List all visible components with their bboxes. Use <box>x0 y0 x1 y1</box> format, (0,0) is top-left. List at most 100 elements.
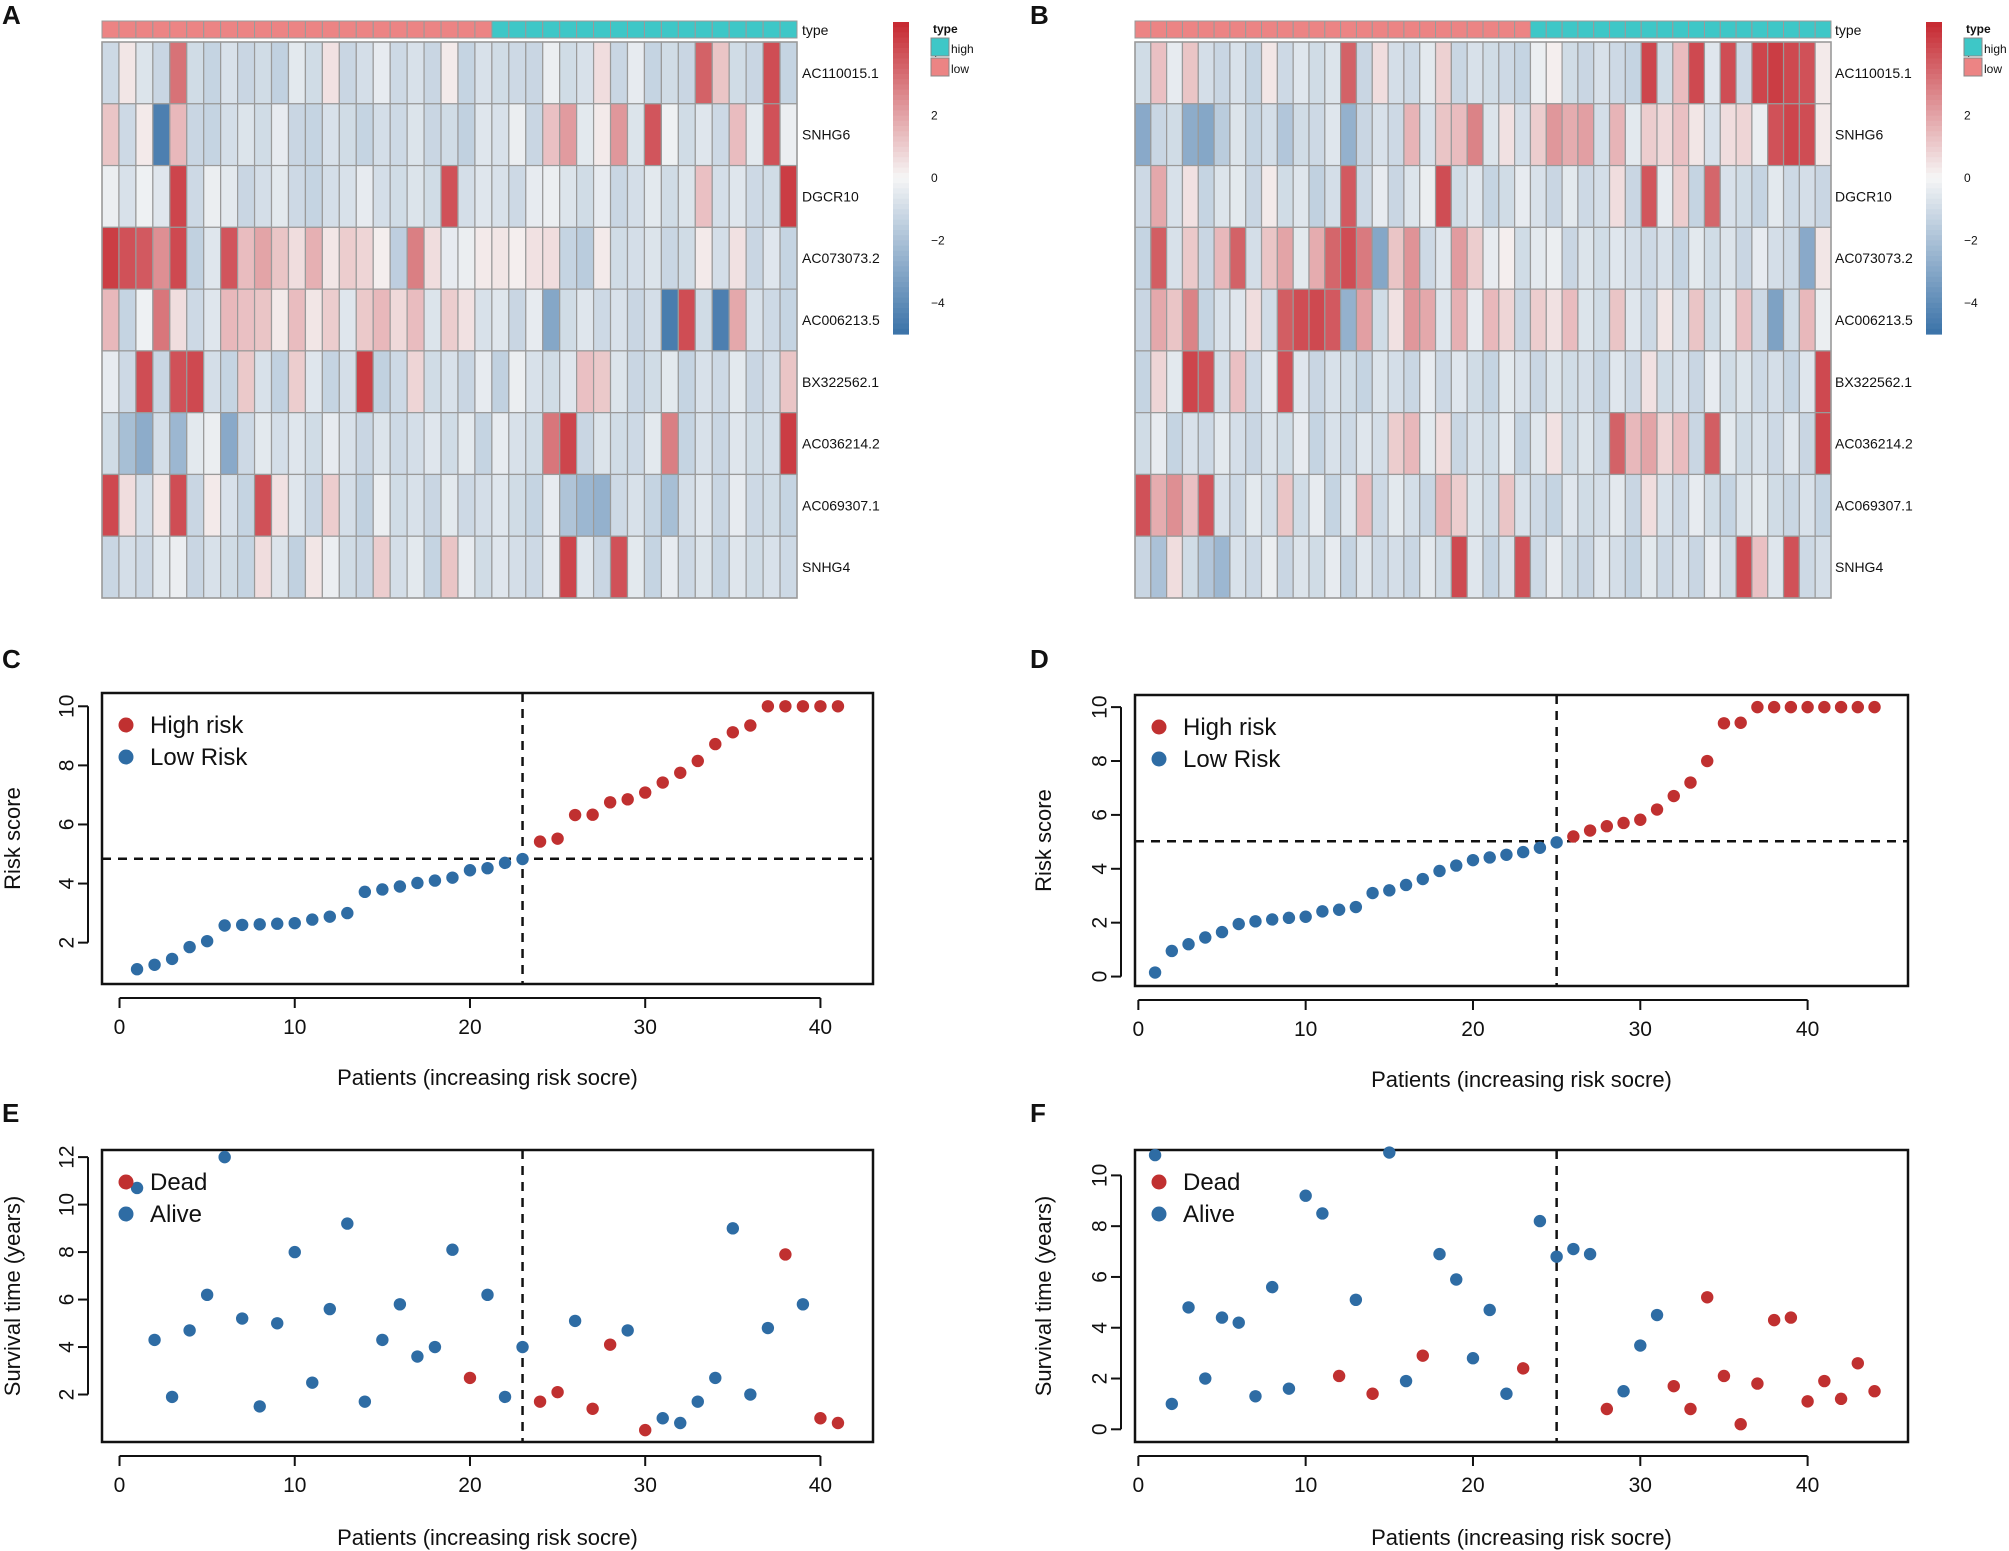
type-legend-label-low: low <box>951 62 969 76</box>
heatmap-cell <box>1387 226 1405 290</box>
type-annotation-label: type <box>802 22 829 38</box>
high-risk-point <box>691 754 704 768</box>
heatmap-cell <box>423 164 442 228</box>
heatmap-cell <box>1181 412 1199 476</box>
heatmap-cell <box>660 473 679 537</box>
colorbar-segment <box>1926 178 1942 184</box>
colorbar-segment <box>893 240 909 247</box>
heatmap-cell <box>762 288 781 352</box>
heatmap-cell <box>1166 412 1184 476</box>
heatmap-cell <box>406 535 425 599</box>
type-annotation-cell <box>203 20 222 39</box>
high-risk-point <box>656 776 669 789</box>
heatmap-cell <box>643 288 662 352</box>
colorbar-segment <box>893 245 909 252</box>
heatmap-cell <box>1450 535 1468 599</box>
heatmap-cell <box>1735 288 1753 352</box>
heatmap-cell <box>1577 350 1595 414</box>
heatmap-cell <box>1735 473 1753 537</box>
low-risk-point <box>130 963 144 976</box>
colorbar-segment <box>893 250 909 257</box>
high-risk-point <box>1717 717 1731 730</box>
heatmap-cell <box>1798 226 1816 290</box>
alive-point <box>235 1312 249 1325</box>
heatmap-cell <box>1577 41 1595 105</box>
legend-marker-low-risk <box>1151 751 1167 767</box>
heatmap-cell <box>1134 288 1152 352</box>
heatmap-cell <box>1340 288 1358 352</box>
heatmap-cell <box>1181 41 1199 105</box>
type-legend-label-low: low <box>1984 62 2002 76</box>
low-risk-point <box>1299 910 1312 923</box>
heatmap-cell <box>1450 350 1468 414</box>
type-annotation-cell <box>1197 20 1215 39</box>
x-tick-label: 10 <box>1294 1018 1317 1041</box>
heatmap-cell <box>1419 41 1437 105</box>
heatmap-cell <box>1292 164 1310 228</box>
heatmap-cell <box>169 164 188 228</box>
heatmap-cell <box>1514 288 1532 352</box>
low-risk-point <box>218 919 231 932</box>
colorbar-segment <box>893 198 909 205</box>
heatmap-cell <box>1703 164 1721 228</box>
heatmap-cell <box>1814 473 1832 537</box>
colorbar-segment <box>893 100 909 106</box>
high-risk-point <box>1684 776 1697 789</box>
high-risk-point <box>621 793 634 806</box>
heatmap-cell <box>677 535 696 599</box>
heatmap-cell <box>1260 412 1278 476</box>
heatmap-cell <box>711 288 730 352</box>
heatmap-cell <box>1672 103 1690 167</box>
colorbar-segment <box>893 172 909 179</box>
heatmap-cell <box>694 535 713 599</box>
low-risk-point <box>1199 931 1212 944</box>
type-legend-swatch-low <box>1963 57 1983 77</box>
heatmap-cell <box>1387 164 1405 228</box>
heatmap-cell <box>1529 350 1547 414</box>
high-risk-point <box>1767 700 1781 714</box>
survival-plot-e: 0 10 20 30 40 2 4 6 8 10 12 Patients (increasing ri… <box>0 1145 875 1550</box>
heatmap-cell <box>304 103 323 167</box>
colorbar-segment <box>893 84 909 91</box>
heatmap-cell <box>1782 535 1800 599</box>
alive-point <box>1500 1387 1513 1400</box>
heatmap-cell <box>1387 412 1405 476</box>
colorbar-segment <box>893 32 909 39</box>
gene-label: BX322562.1 <box>1835 374 1912 390</box>
heatmap-cell <box>1561 103 1579 167</box>
heatmap-cell <box>118 288 137 352</box>
colorbar-segment <box>893 323 909 330</box>
heatmap-cell <box>1482 103 1500 167</box>
heatmap-cell <box>626 288 646 352</box>
heatmap-cell <box>643 103 662 167</box>
heatmap-cell <box>474 535 493 599</box>
heatmap-cell <box>1292 412 1310 476</box>
heatmap-cell <box>1355 288 1373 352</box>
heatmap-cell <box>1245 350 1263 414</box>
alive-point <box>1450 1273 1463 1286</box>
heatmap-cell <box>1656 103 1674 167</box>
type-annotation-cell <box>389 20 408 39</box>
heatmap-cell <box>220 535 239 599</box>
low-risk-point <box>1249 915 1262 928</box>
colorbar-segment <box>893 282 909 288</box>
type-annotation-cell <box>1387 20 1405 39</box>
colorbar-segment <box>1926 219 1942 226</box>
type-annotation-cell <box>372 20 391 39</box>
type-annotation-cell <box>1783 20 1800 39</box>
heatmap-cell <box>1355 226 1373 290</box>
type-annotation-cell <box>152 20 171 39</box>
heatmap-cell <box>237 164 256 228</box>
y-tick-label: 10 <box>1089 1164 1112 1187</box>
heatmap-cell <box>1498 535 1516 599</box>
heatmap-cell <box>1798 473 1816 537</box>
colorbar-segment <box>893 224 909 231</box>
heatmap-cell <box>694 103 713 167</box>
heatmap-cell <box>525 412 544 476</box>
type-annotation-cell <box>287 20 306 39</box>
colorbar-segment <box>1926 204 1942 210</box>
heatmap-cell <box>203 288 222 352</box>
heatmap-cell <box>1608 412 1626 476</box>
heatmap-cell <box>1529 535 1547 599</box>
heatmap-cell <box>389 535 408 599</box>
